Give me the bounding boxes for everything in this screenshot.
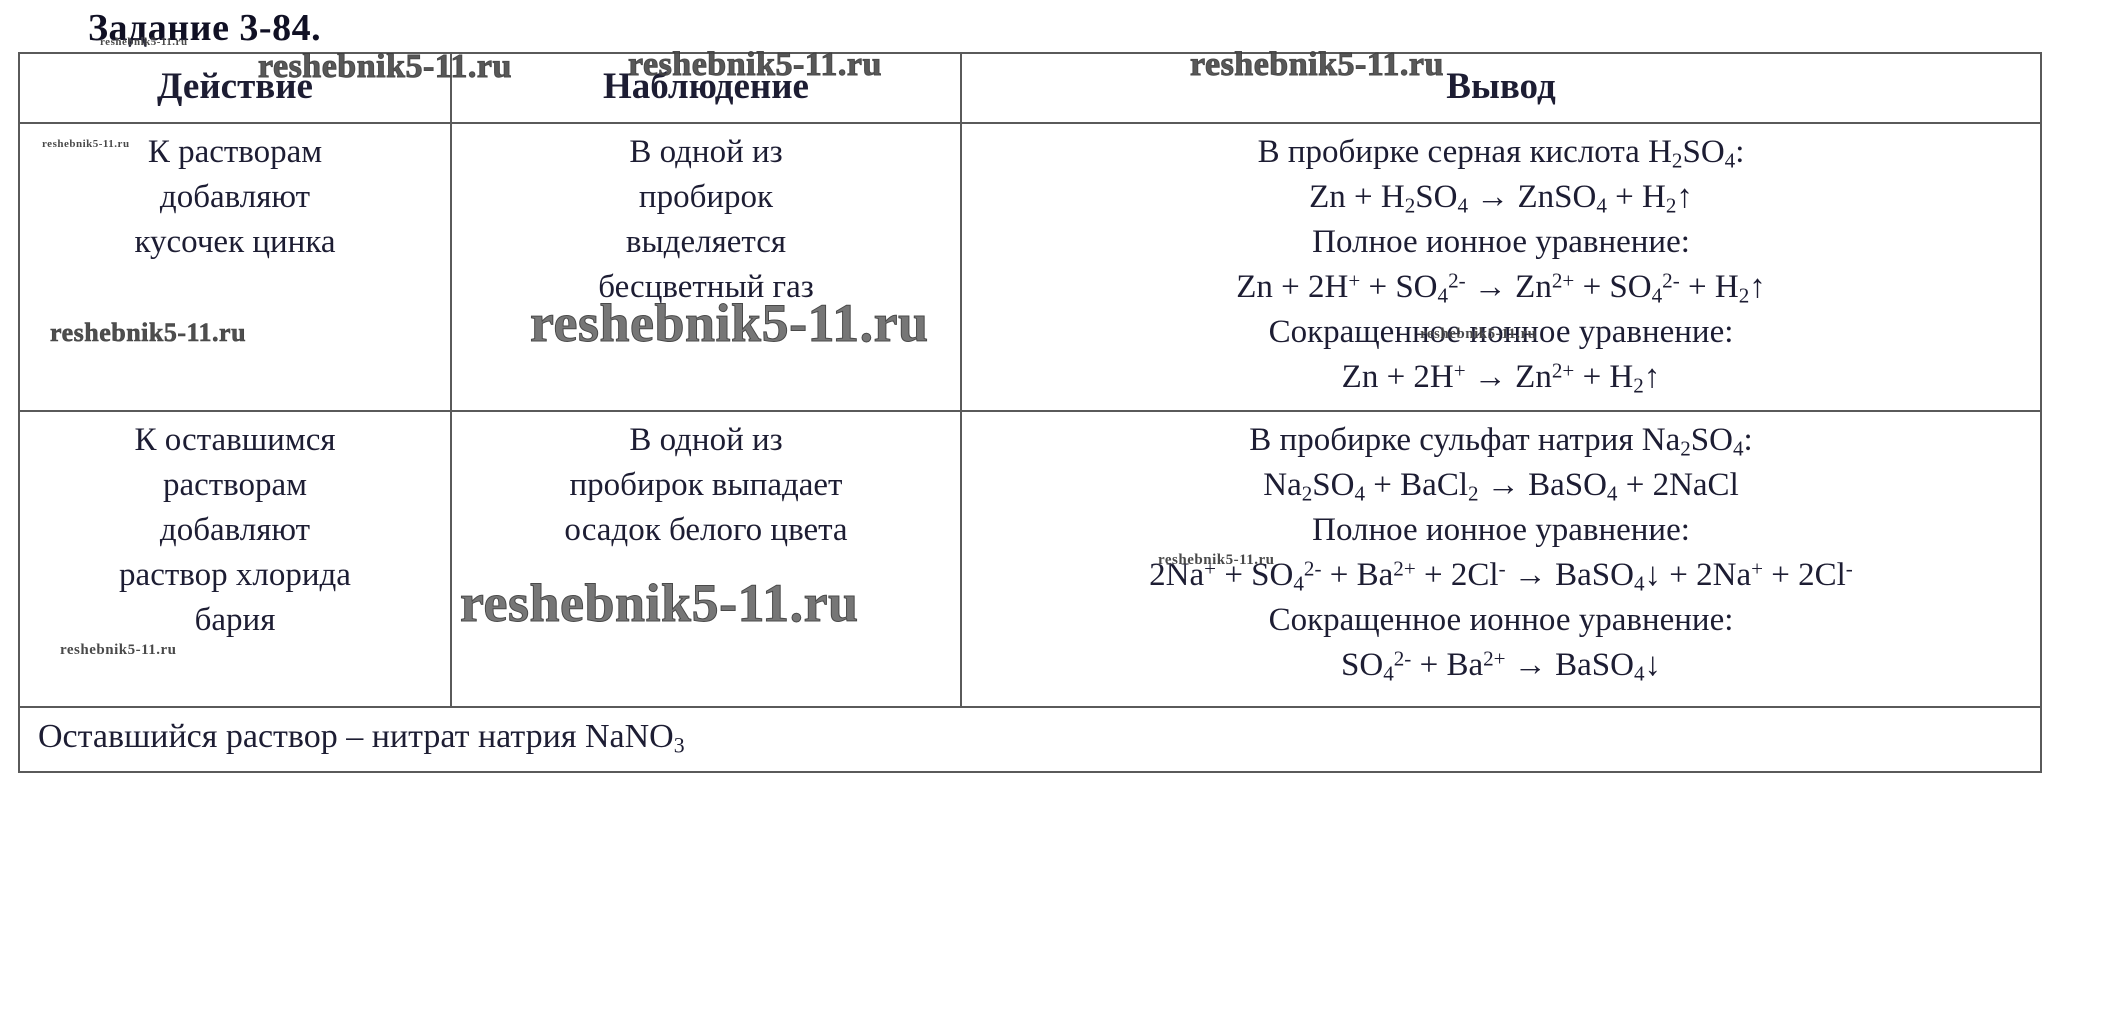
cell-conclusion-2: В пробирке сульфат натрия Na2SO4: Na2SO4… [960,410,2042,708]
conclusion-intro: В пробирке сульфат натрия Na2SO4: [1249,422,1753,461]
observation-line: В одной из [629,134,783,171]
action-text-2: К оставшимся растворам добавляют раствор… [20,412,450,652]
action-line: К растворам [147,134,323,171]
molecular-equation: Na2SO4 + BaCl2 → BaSO4 + 2NaCl [1263,466,1739,506]
cell-footer: Оставшийся раствор – нитрат натрия NaNO3 [18,705,2042,774]
net-ionic-label: Сокращенное ионное уравнение: [1268,314,1734,351]
full-ionic-equation: 2Na+ + SO42- + Ba2+ + 2Cl- → BaSO4↓ + 2N… [1149,556,1853,596]
column-header-action-label: Действие [157,66,313,107]
action-line: добавляют [159,179,311,216]
cell-observation-2: В одной из пробирок выпадает осадок бело… [450,410,962,708]
table-row: К растворам добавляют кусочек цинка В од… [18,122,2042,412]
column-header-conclusion: Вывод [960,51,2042,125]
observation-line: бесцветный газ [598,268,814,305]
action-line: бария [194,601,276,638]
page-title: Задание 3-84. [88,7,322,49]
action-text-1: К растворам добавляют кусочек цинка [20,124,450,275]
column-header-conclusion-label: Вывод [1446,66,1556,107]
observation-line: В одной из [629,422,783,458]
column-header-observation: Наблюдение [450,51,962,125]
footer-text: Оставшийся раствор – нитрат натрия NaNO3 [38,718,685,758]
net-ionic-equation: SO42- + Ba2+ → BaSO4↓ [1341,646,1661,685]
cell-action-1: К растворам добавляют кусочек цинка [18,122,452,412]
observation-line: осадок белого цвета [564,511,848,548]
observation-line: пробирок [638,179,774,216]
conclusion-text-1: В пробирке серная кислота H2SO4: Zn + H2… [962,124,2040,410]
cell-conclusion-1: В пробирке серная кислота H2SO4: Zn + H2… [960,122,2042,412]
observation-text-1: В одной из пробирок выделяется бесцветны… [452,124,960,320]
observation-text-2: В одной из пробирок выпадает осадок бело… [452,412,960,563]
table-footer-row: Оставшийся раствор – нитрат натрия NaNO3 [18,705,2042,774]
conclusion-intro: В пробирке серная кислота H2SO4: [1257,134,1745,173]
full-ionic-label: Полное ионное уравнение: [1312,511,1690,548]
full-ionic-equation: Zn + 2H+ + SO42- → Zn2+ + SO42- + H2↑ [1236,268,1766,308]
table-header-row: Действие Наблюдение Вывод [18,51,2042,125]
conclusion-text-2: В пробирке сульфат натрия Na2SO4: Na2SO4… [962,412,2040,698]
full-ionic-label: Полное ионное уравнение: [1312,224,1690,261]
net-ionic-label: Сокращенное ионное уравнение: [1268,601,1734,638]
action-line: добавляют [159,511,311,548]
observation-line: выделяется [625,224,787,261]
action-line: растворам [162,466,308,503]
cell-observation-1: В одной из пробирок выделяется бесцветны… [450,122,962,412]
action-line: К оставшимся [134,422,336,458]
cell-action-2: К оставшимся растворам добавляют раствор… [18,410,452,708]
net-ionic-equation: Zn + 2H+ → Zn2+ + H2↑ [1341,358,1661,398]
column-header-observation-label: Наблюдение [603,66,809,107]
action-line: раствор хлорида [119,556,351,593]
molecular-equation: Zn + H2SO4 → ZnSO4 + H2↑ [1309,179,1693,218]
reaction-table: Действие Наблюдение Вывод К растворам до… [18,51,2042,774]
column-header-action: Действие [18,51,452,125]
table-row: К оставшимся растворам добавляют раствор… [18,410,2042,708]
action-line: кусочек цинка [134,224,336,261]
observation-line: пробирок выпадает [569,466,843,503]
